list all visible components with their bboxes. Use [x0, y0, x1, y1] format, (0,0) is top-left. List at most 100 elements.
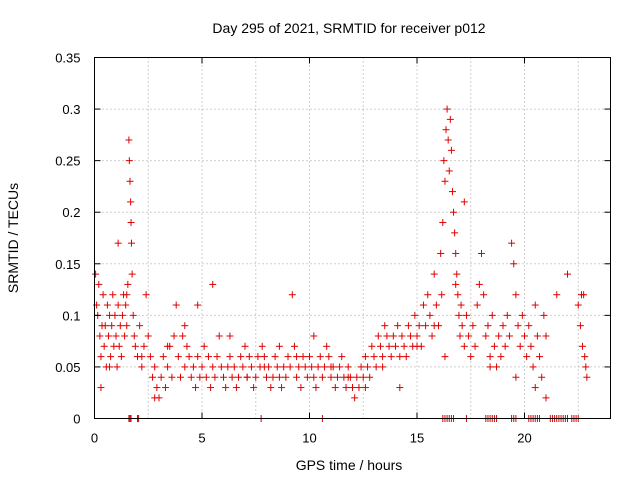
- data-point: [198, 363, 206, 371]
- data-point: [107, 353, 115, 361]
- data-point: [480, 291, 488, 299]
- data-point: [187, 373, 195, 381]
- data-point: [458, 322, 466, 330]
- data-point: [353, 373, 361, 381]
- data-point: [104, 332, 112, 340]
- data-point: [327, 363, 335, 371]
- data-point: [428, 332, 436, 340]
- data-point: [521, 332, 528, 340]
- data-point: [376, 342, 384, 350]
- data-point: [295, 363, 303, 371]
- data-point: [422, 322, 430, 330]
- data-point: [446, 115, 454, 123]
- data-point: [370, 353, 378, 361]
- data-point: [475, 280, 483, 288]
- data-point: [260, 353, 268, 361]
- data-point: [157, 373, 165, 381]
- data-point: [482, 332, 490, 340]
- x-tick-label: 15: [410, 431, 424, 446]
- data-point: [512, 373, 520, 381]
- data-point: [404, 322, 412, 330]
- data-point: [215, 332, 223, 340]
- data-point: [204, 353, 212, 361]
- data-point: [189, 363, 197, 371]
- data-point: [553, 291, 561, 299]
- data-point: [379, 363, 387, 371]
- data-point: [303, 373, 311, 381]
- data-point: [542, 394, 550, 402]
- data-point: [441, 353, 449, 361]
- data-point: [118, 311, 126, 319]
- data-point: [518, 311, 526, 319]
- data-point: [514, 322, 522, 330]
- y-axis-label: SRMTID / TECUs: [5, 183, 21, 293]
- data-point: [495, 332, 503, 340]
- data-point: [222, 384, 230, 392]
- data-point: [301, 363, 309, 371]
- data-point: [126, 177, 134, 185]
- data-point: [527, 342, 535, 350]
- data-point: [453, 270, 461, 278]
- data-point: [486, 353, 494, 361]
- data-point: [338, 353, 346, 361]
- x-tick-labels: 0 5 10 15 20: [91, 431, 532, 446]
- data-point: [583, 373, 591, 381]
- data-point: [450, 208, 458, 216]
- data-point: [503, 311, 511, 319]
- y-tick-label: 0: [73, 412, 80, 427]
- data-point: [138, 353, 146, 361]
- data-point: [213, 353, 221, 361]
- data-point: [497, 353, 505, 361]
- y-tick-label: 0.25: [55, 154, 80, 169]
- data-point: [101, 322, 109, 330]
- data-point: [202, 373, 210, 381]
- data-point: [170, 332, 178, 340]
- data-point: [576, 322, 584, 330]
- data-point: [181, 363, 189, 371]
- data-point: [290, 342, 298, 350]
- data-point: [533, 332, 541, 340]
- data-point: [379, 353, 387, 361]
- x-tick-label: 20: [517, 431, 531, 446]
- data-point: [172, 301, 180, 309]
- data-point: [372, 363, 380, 371]
- data-point: [396, 384, 404, 392]
- data-point: [531, 384, 539, 392]
- data-point: [525, 322, 533, 330]
- data-point: [411, 311, 419, 319]
- data-point: [448, 188, 456, 196]
- data-point: [209, 363, 217, 371]
- data-point: [523, 353, 531, 361]
- data-point: [99, 291, 107, 299]
- data-point: [271, 353, 279, 361]
- x-tick-label: 10: [302, 431, 316, 446]
- data-point: [413, 342, 421, 350]
- data-point: [426, 311, 434, 319]
- data-point: [488, 311, 496, 319]
- data-point: [462, 311, 470, 319]
- data-point: [194, 353, 202, 361]
- data-point: [127, 239, 135, 247]
- data-point: [499, 322, 507, 330]
- data-point: [344, 363, 352, 371]
- data-point: [97, 353, 105, 361]
- data-point: [359, 373, 367, 381]
- data-point: [441, 177, 449, 185]
- data-point: [164, 363, 172, 371]
- y-tick-label: 0.35: [55, 51, 80, 66]
- data-point: [159, 353, 167, 361]
- data-point: [200, 342, 208, 350]
- data-point: [443, 105, 451, 113]
- y-tick-label: 0.2: [62, 205, 80, 220]
- data-point: [140, 342, 148, 350]
- data-point: [314, 363, 322, 371]
- data-point: [96, 332, 104, 340]
- data-point: [368, 342, 376, 350]
- data-point: [97, 384, 105, 392]
- x-tick-label: 0: [91, 431, 98, 446]
- data-point: [445, 167, 453, 175]
- data-point: [115, 342, 123, 350]
- data-point: [275, 342, 283, 350]
- data-point: [387, 353, 395, 361]
